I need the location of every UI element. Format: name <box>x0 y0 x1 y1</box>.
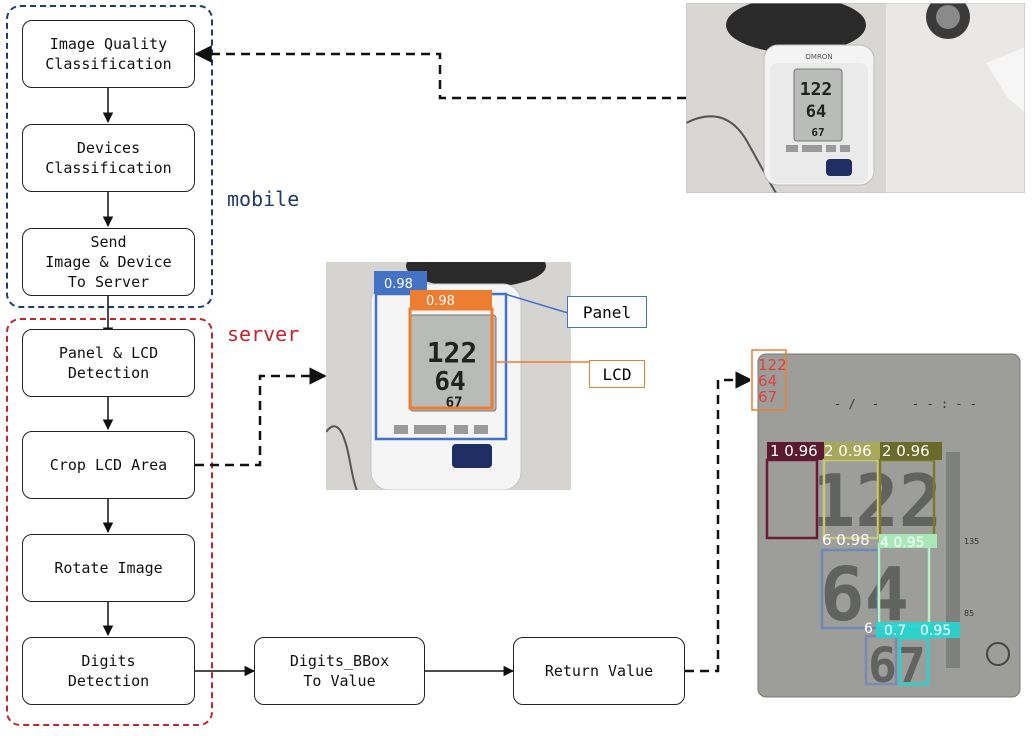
panel-tag: Panel <box>567 296 647 328</box>
step-rotate-image: Rotate Image <box>22 534 195 602</box>
step-send-image-device: Send Image & Device To Server <box>22 228 195 296</box>
svg-text:-: - <box>872 397 879 411</box>
step-digits-detection: Digits Detection <box>22 637 195 705</box>
panel-score-text: 0.98 <box>384 277 413 292</box>
dashed-return-to-result <box>685 371 753 673</box>
digit-label-7-score: 0.95 <box>920 623 951 639</box>
lcd-sys-text: 122 <box>800 79 833 100</box>
detection-photo: 122 64 67 0.98 0.98 <box>326 262 571 490</box>
detection-dia-text: 64 <box>434 367 465 397</box>
digit-label-6b: 6 <box>864 621 873 637</box>
step-digits-bbox-to-value: Digits_BBox To Value <box>254 637 425 705</box>
step-return-value: Return Value <box>513 637 685 705</box>
lcd-pulse-text: 67 <box>811 126 824 139</box>
detection-sys-text: 122 <box>427 336 478 369</box>
tick-135: 135 <box>964 537 979 546</box>
digit-label-3: 2 0.96 <box>882 442 930 460</box>
digit-label-6: 6 0.98 <box>822 531 870 549</box>
lcd-score-text: 0.98 <box>426 294 455 309</box>
svg-text:- - : - -: - - : - - <box>912 397 977 411</box>
mobile-group <box>6 5 213 308</box>
result-sys: 122 <box>758 356 787 374</box>
digit-label-4: 4 0.95 <box>880 535 925 551</box>
digits-photo: - / - - - : - - 122 64 67 135 85 1 0.96 … <box>750 348 1025 700</box>
server-group <box>6 318 213 726</box>
step-crop-lcd-area: Crop LCD Area <box>22 431 195 499</box>
step-image-quality-classification: Image Quality Classification <box>22 20 195 88</box>
result-dia: 64 <box>758 372 777 390</box>
lcd-dia-text: 64 <box>806 102 826 122</box>
lcd-tag: LCD <box>589 360 645 388</box>
lcd-score-bg <box>410 290 492 309</box>
brand-text: OMRON <box>805 53 832 61</box>
step-devices-classification: Devices Classification <box>22 124 195 192</box>
digit-label-7: 0.7 <box>884 623 906 639</box>
svg-text:- /: - / <box>834 397 856 411</box>
server-label: server <box>227 322 300 346</box>
panel-score-bg <box>374 271 427 294</box>
digit-label-1: 1 0.96 <box>770 442 818 460</box>
digit-label-2: 2 0.96 <box>824 442 872 460</box>
tick-85: 85 <box>964 609 974 618</box>
mobile-label: mobile <box>227 187 300 211</box>
step-panel-lcd-detection: Panel & LCD Detection <box>22 329 195 397</box>
result-pulse: 67 <box>758 388 777 406</box>
dashed-photo-to-quality <box>194 45 686 100</box>
input-device-photo: OMRON 122 64 67 <box>686 3 1025 193</box>
dashed-crop-to-detection <box>195 367 327 467</box>
